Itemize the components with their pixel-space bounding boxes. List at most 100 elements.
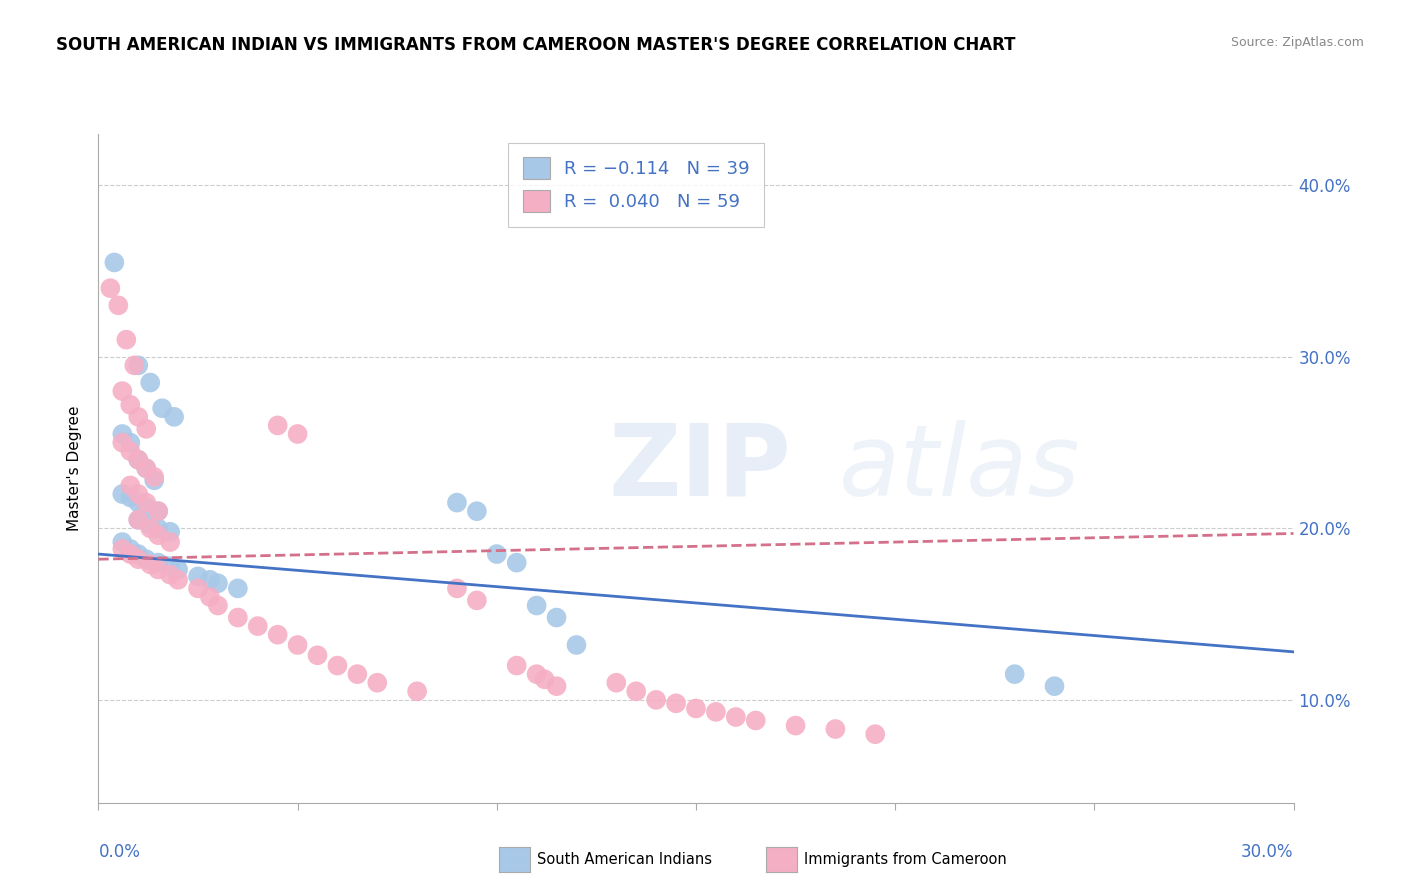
Point: [135, 461, 157, 475]
Point: [246, 619, 269, 633]
Point: [127, 359, 149, 373]
Point: [127, 552, 149, 566]
Point: [307, 648, 329, 663]
Text: SOUTH AMERICAN INDIAN VS IMMIGRANTS FROM CAMEROON MASTER'S DEGREE CORRELATION CH: SOUTH AMERICAN INDIAN VS IMMIGRANTS FROM…: [56, 36, 1015, 54]
Point: [267, 628, 290, 642]
Point: [546, 610, 568, 624]
Point: [366, 675, 388, 690]
Point: [546, 679, 568, 693]
Point: [465, 593, 488, 607]
Point: [148, 521, 170, 535]
Point: [1004, 667, 1026, 681]
Point: [139, 558, 162, 572]
Point: [267, 418, 290, 433]
Point: [127, 495, 149, 509]
Point: [446, 582, 468, 596]
Point: [824, 722, 846, 736]
Point: [111, 384, 134, 398]
Point: [120, 444, 142, 458]
Point: [111, 427, 134, 442]
Point: [785, 718, 807, 732]
Text: 0.0%: 0.0%: [98, 843, 141, 861]
Point: [526, 599, 548, 613]
Point: [135, 500, 157, 515]
Point: [135, 495, 157, 509]
Point: [724, 710, 747, 724]
Point: [127, 513, 149, 527]
Point: [626, 684, 648, 698]
Point: [645, 693, 668, 707]
Point: [103, 255, 125, 269]
Point: [159, 567, 181, 582]
Point: [148, 504, 170, 518]
Point: [135, 461, 157, 475]
Point: [167, 562, 190, 576]
Point: [159, 524, 181, 539]
Point: [565, 638, 588, 652]
Point: [207, 599, 229, 613]
Point: [187, 582, 209, 596]
Point: [198, 590, 221, 604]
Point: [111, 435, 134, 450]
Point: [163, 409, 186, 424]
Point: [506, 658, 529, 673]
Text: South American Indians: South American Indians: [537, 853, 711, 867]
Y-axis label: Master's Degree: Master's Degree: [67, 406, 83, 531]
Point: [115, 333, 138, 347]
Point: [207, 576, 229, 591]
Legend: R = −0.114   N = 39, R =  0.040   N = 59: R = −0.114 N = 39, R = 0.040 N = 59: [508, 143, 765, 227]
Point: [143, 473, 166, 487]
Point: [465, 504, 488, 518]
Text: 30.0%: 30.0%: [1241, 843, 1294, 861]
Point: [111, 487, 134, 501]
Point: [198, 573, 221, 587]
Point: [150, 401, 173, 416]
Point: [704, 705, 727, 719]
Text: ZIP: ZIP: [609, 420, 792, 516]
Point: [167, 573, 190, 587]
Point: [863, 727, 887, 741]
Point: [120, 398, 142, 412]
Point: [111, 535, 134, 549]
Point: [120, 491, 142, 505]
Text: Source: ZipAtlas.com: Source: ZipAtlas.com: [1230, 36, 1364, 49]
Point: [1043, 679, 1066, 693]
Point: [139, 376, 162, 390]
Point: [127, 513, 149, 527]
Point: [148, 504, 170, 518]
Point: [526, 667, 548, 681]
Point: [148, 556, 170, 570]
Point: [446, 495, 468, 509]
Point: [139, 517, 162, 532]
Point: [148, 562, 170, 576]
Point: [127, 452, 149, 467]
Point: [226, 582, 249, 596]
Point: [346, 667, 368, 681]
Point: [120, 541, 142, 556]
Point: [135, 552, 157, 566]
Point: [120, 547, 142, 561]
Point: [226, 610, 249, 624]
Point: [124, 359, 146, 373]
Point: [605, 675, 627, 690]
Point: [127, 409, 149, 424]
Point: [326, 658, 349, 673]
Point: [127, 487, 149, 501]
Point: [111, 541, 134, 556]
Point: [159, 559, 181, 574]
Point: [120, 478, 142, 492]
Point: [745, 714, 768, 728]
Text: Immigrants from Cameroon: Immigrants from Cameroon: [804, 853, 1007, 867]
Point: [485, 547, 508, 561]
Point: [506, 556, 529, 570]
Point: [533, 673, 555, 687]
Point: [287, 427, 309, 442]
Point: [135, 422, 157, 436]
Point: [665, 696, 688, 710]
Point: [406, 684, 429, 698]
Point: [187, 569, 209, 583]
Point: [685, 701, 707, 715]
Point: [143, 470, 166, 484]
Point: [159, 535, 181, 549]
Text: atlas: atlas: [839, 420, 1081, 516]
